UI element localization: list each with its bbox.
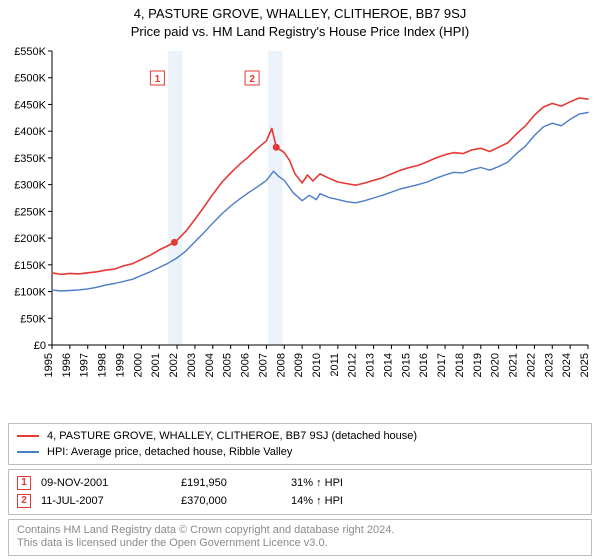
x-tick-label: 2009 xyxy=(293,353,305,377)
sale-row-marker: 2 xyxy=(17,494,31,508)
x-tick-label: 2012 xyxy=(347,353,359,377)
sales-table: 1 09-NOV-2001£191,95031% ↑ HPI 2 11-JUL-200… xyxy=(8,469,592,515)
legend-swatch xyxy=(17,451,39,453)
title-subtitle: Price paid vs. HM Land Registry's House … xyxy=(8,24,592,40)
y-tick-label: £250K xyxy=(14,206,46,218)
x-tick-label: 2000 xyxy=(132,353,144,377)
x-tick-label: 2022 xyxy=(525,353,537,377)
line-chart-svg: £0 £50K £100K £150K £200K £250K £300K £350K £400… xyxy=(8,45,592,385)
x-tick-label: 2002 xyxy=(168,353,180,377)
sale-row-date: 09-NOV-2001 xyxy=(41,477,181,489)
x-tick-label: 1996 xyxy=(61,353,73,377)
legend-swatch xyxy=(17,435,39,437)
sale-row-marker: 1 xyxy=(17,476,31,490)
sale-row-price: £370,000 xyxy=(181,495,291,507)
sale-row: 2 11-JUL-2007£370,00014% ↑ HPI xyxy=(17,492,583,510)
x-tick-label: 1995 xyxy=(43,353,55,377)
sale-row-price: £191,950 xyxy=(181,477,291,489)
sale-row-pct: 14% ↑ HPI xyxy=(291,495,411,507)
legend-box: 4, PASTURE GROVE, WHALLEY, CLITHEROE, BB… xyxy=(8,423,592,465)
y-tick-label: £500K xyxy=(14,72,46,84)
footer-line2: This data is licensed under the Open Gov… xyxy=(17,537,583,551)
x-tick-label: 2019 xyxy=(472,353,484,377)
sale-row: 1 09-NOV-2001£191,95031% ↑ HPI xyxy=(17,474,583,492)
sale-flag-label: 1 xyxy=(155,74,161,85)
y-tick-label: £300K xyxy=(14,179,46,191)
y-tick-label: £400K xyxy=(14,126,46,138)
x-tick-label: 2020 xyxy=(490,352,502,376)
footer-line1: Contains HM Land Registry data © Crown c… xyxy=(17,524,583,538)
x-tick-label: 2006 xyxy=(240,353,252,377)
sale-flag-label: 2 xyxy=(249,74,255,85)
y-tick-label: £0 xyxy=(34,340,46,352)
series-subject xyxy=(52,98,588,274)
x-tick-label: 1998 xyxy=(97,353,109,377)
sale-dot xyxy=(273,143,280,150)
x-tick-label: 2013 xyxy=(365,353,377,377)
sale-band xyxy=(168,51,182,345)
y-tick-label: £150K xyxy=(14,259,46,271)
x-tick-label: 2004 xyxy=(204,353,216,377)
y-tick-label: £450K xyxy=(14,99,46,111)
footer-licence: Contains HM Land Registry data © Crown c… xyxy=(8,519,592,557)
x-tick-label: 2015 xyxy=(400,353,412,377)
x-tick-label: 1997 xyxy=(79,353,91,377)
x-tick-label: 2021 xyxy=(508,353,520,377)
x-tick-label: 2024 xyxy=(561,353,573,377)
x-tick-label: 1999 xyxy=(114,353,126,377)
x-tick-label: 2025 xyxy=(579,353,591,377)
y-tick-label: £50K xyxy=(20,313,46,325)
x-tick-label: 2011 xyxy=(329,353,341,377)
x-tick-label: 2017 xyxy=(436,353,448,377)
sale-band xyxy=(268,51,282,345)
sale-row-pct: 31% ↑ HPI xyxy=(291,477,411,489)
x-tick-label: 2023 xyxy=(543,353,555,377)
sale-dot xyxy=(171,238,178,245)
x-tick-label: 2007 xyxy=(257,353,269,377)
chart-area: £0 £50K £100K £150K £200K £250K £300K £350K £400… xyxy=(8,45,592,419)
x-tick-label: 2005 xyxy=(222,353,234,377)
x-tick-label: 2001 xyxy=(150,353,162,377)
title-address: 4, PASTURE GROVE, WHALLEY, CLITHEROE, BB… xyxy=(8,6,592,22)
sale-row-date: 11-JUL-2007 xyxy=(41,495,181,507)
chart-title-block: 4, PASTURE GROVE, WHALLEY, CLITHEROE, BB… xyxy=(8,6,592,41)
x-tick-label: 2018 xyxy=(454,353,466,377)
y-tick-label: £350K xyxy=(14,152,46,164)
x-tick-label: 2008 xyxy=(275,353,287,377)
legend-label: 4, PASTURE GROVE, WHALLEY, CLITHEROE, BB… xyxy=(47,430,417,442)
x-tick-label: 2010 xyxy=(311,353,323,377)
legend-label: HPI: Average price, detached house, Ribb… xyxy=(47,446,292,458)
y-tick-label: £200K xyxy=(14,233,46,245)
x-tick-label: 2003 xyxy=(186,353,198,377)
x-tick-label: 2014 xyxy=(382,353,394,377)
x-tick-label: 2016 xyxy=(418,353,430,377)
legend-row: 4, PASTURE GROVE, WHALLEY, CLITHEROE, BB… xyxy=(17,428,583,444)
y-tick-label: £100K xyxy=(14,286,46,298)
legend-row: HPI: Average price, detached house, Ribb… xyxy=(17,444,583,460)
y-tick-label: £550K xyxy=(14,46,46,58)
